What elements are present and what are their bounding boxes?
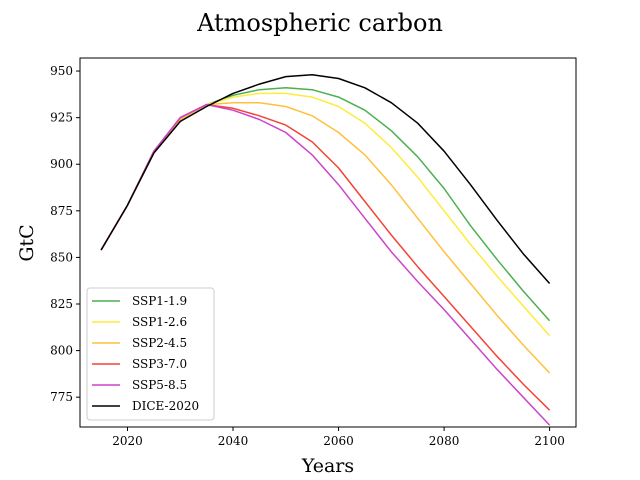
legend-label-4: SSP5-8.5 bbox=[132, 378, 187, 392]
plot-area: 2020 2040 2060 2080 2100 775 800 825 850 875 900 9… bbox=[50, 57, 577, 448]
series-line-5 bbox=[100, 74, 551, 284]
series-line-0 bbox=[100, 87, 551, 322]
y-tick-label-2: 825 bbox=[50, 297, 73, 311]
y-axis-ticks: 775 800 825 850 875 900 925 950 bbox=[50, 64, 80, 404]
y-axis-label: GtC bbox=[16, 224, 38, 261]
legend-label-3: SSP3-7.0 bbox=[132, 357, 187, 371]
y-tick-label-0: 775 bbox=[50, 390, 73, 404]
x-axis-label: Years bbox=[301, 455, 354, 477]
y-tick-label-7: 950 bbox=[50, 64, 73, 78]
legend-label-5: DICE-2020 bbox=[132, 399, 199, 413]
legend-box bbox=[86, 287, 215, 421]
y-tick-label-4: 875 bbox=[50, 204, 73, 218]
x-tick-label-1: 2040 bbox=[218, 434, 249, 448]
x-tick-label-2: 2060 bbox=[323, 434, 354, 448]
x-tick-label-4: 2100 bbox=[534, 434, 565, 448]
legend-label-0: SSP1-1.9 bbox=[132, 294, 187, 308]
chart-title: Atmospheric carbon bbox=[196, 9, 443, 37]
series-line-2 bbox=[100, 101, 551, 374]
legend-label-1: SSP1-2.6 bbox=[132, 315, 187, 329]
legend-label-2: SSP2-4.5 bbox=[132, 336, 187, 350]
x-tick-label-0: 2020 bbox=[112, 434, 143, 448]
plot-frame bbox=[79, 57, 577, 428]
legend: SSP1-1.9 SSP1-2.6 SSP2-4.5 SSP3-7.0 SSP5-8.5… bbox=[86, 287, 215, 421]
y-tick-label-3: 850 bbox=[50, 250, 73, 264]
x-tick-label-3: 2080 bbox=[429, 434, 460, 448]
y-tick-label-6: 925 bbox=[50, 111, 73, 125]
series-layer bbox=[100, 74, 551, 426]
series-line-4 bbox=[100, 103, 551, 426]
y-tick-label-1: 800 bbox=[50, 344, 73, 358]
x-axis-ticks: 2020 2040 2060 2080 2100 bbox=[112, 427, 565, 448]
y-tick-label-5: 900 bbox=[50, 157, 73, 171]
